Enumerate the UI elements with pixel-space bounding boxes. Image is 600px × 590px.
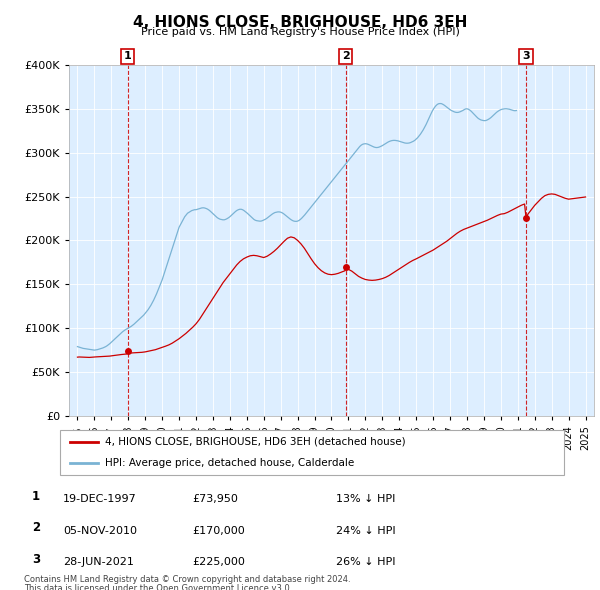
Text: 13% ↓ HPI: 13% ↓ HPI <box>336 494 395 504</box>
Text: 3: 3 <box>32 552 40 566</box>
Text: £225,000: £225,000 <box>192 557 245 567</box>
Text: £73,950: £73,950 <box>192 494 238 504</box>
Text: 2: 2 <box>342 51 350 61</box>
Text: 4, HIONS CLOSE, BRIGHOUSE, HD6 3EH: 4, HIONS CLOSE, BRIGHOUSE, HD6 3EH <box>133 15 467 30</box>
Text: 3: 3 <box>522 51 530 61</box>
Text: £170,000: £170,000 <box>192 526 245 536</box>
FancyBboxPatch shape <box>60 430 564 475</box>
Text: 05-NOV-2010: 05-NOV-2010 <box>63 526 137 536</box>
Text: 1: 1 <box>32 490 40 503</box>
Text: 26% ↓ HPI: 26% ↓ HPI <box>336 557 395 567</box>
Text: 4, HIONS CLOSE, BRIGHOUSE, HD6 3EH (detached house): 4, HIONS CLOSE, BRIGHOUSE, HD6 3EH (deta… <box>106 437 406 447</box>
Text: 1: 1 <box>124 51 131 61</box>
Text: This data is licensed under the Open Government Licence v3.0.: This data is licensed under the Open Gov… <box>24 584 292 590</box>
Text: HPI: Average price, detached house, Calderdale: HPI: Average price, detached house, Cald… <box>106 458 355 468</box>
Text: 24% ↓ HPI: 24% ↓ HPI <box>336 526 395 536</box>
Text: Contains HM Land Registry data © Crown copyright and database right 2024.: Contains HM Land Registry data © Crown c… <box>24 575 350 584</box>
Text: 2: 2 <box>32 521 40 535</box>
Text: 28-JUN-2021: 28-JUN-2021 <box>63 557 134 567</box>
Text: 19-DEC-1997: 19-DEC-1997 <box>63 494 137 504</box>
Text: Price paid vs. HM Land Registry's House Price Index (HPI): Price paid vs. HM Land Registry's House … <box>140 27 460 37</box>
